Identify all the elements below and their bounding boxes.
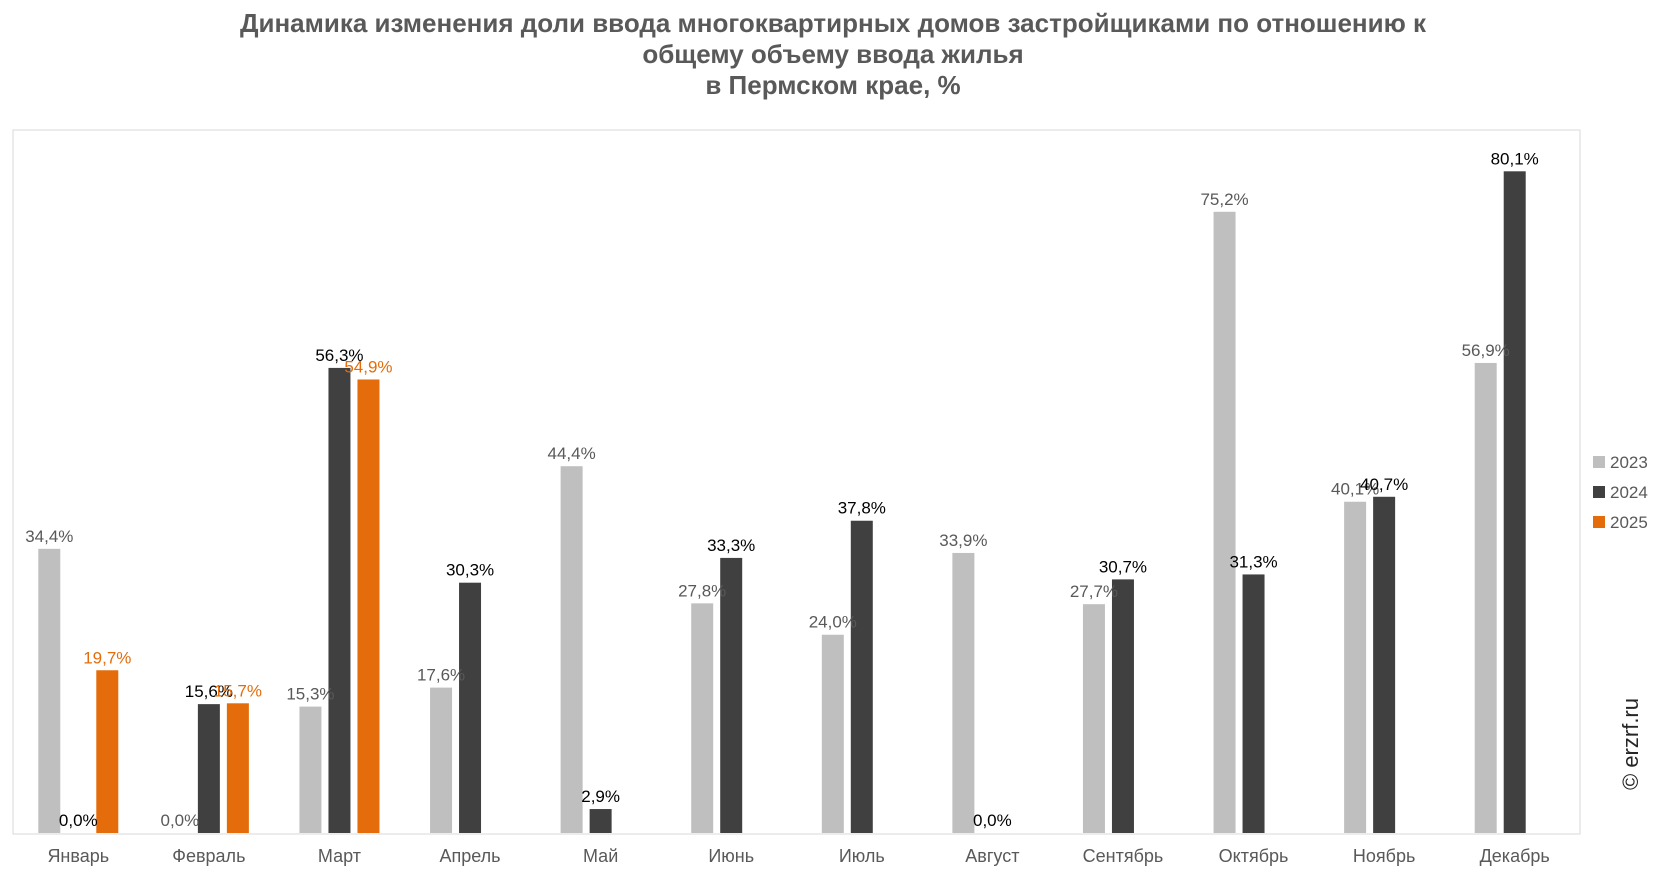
data-label-2023: 44,4%: [548, 444, 596, 463]
data-label-2023: 40,1%: [1331, 480, 1379, 499]
bar-2024: [328, 367, 351, 833]
bar-2024: [459, 582, 482, 833]
data-label-2024: 30,7%: [1099, 557, 1147, 576]
copyright-text: © erzrf.ru: [1618, 698, 1643, 790]
data-label-2023: 24,0%: [809, 613, 857, 632]
chart-title-line-2: общему объему ввода жилья: [642, 39, 1024, 69]
data-label-2023: 27,8%: [678, 581, 726, 600]
data-label-2024: 33,3%: [707, 536, 755, 555]
bar-2023: [560, 466, 583, 833]
bar-2025: [96, 670, 119, 833]
legend-swatch-2024: [1593, 486, 1605, 498]
legend-label-2024: 2024: [1610, 483, 1648, 502]
bar-2023: [1344, 501, 1367, 833]
chart-title-line-3: в Пермском крае, %: [705, 70, 961, 100]
x-tick-label: Май: [583, 846, 618, 866]
bar-2024: [720, 557, 743, 833]
x-tick-label: Ноябрь: [1353, 846, 1415, 866]
data-label-2023: 17,6%: [417, 666, 465, 685]
bar-2023: [1082, 604, 1105, 833]
data-label-2023: 75,2%: [1200, 190, 1248, 209]
x-tick-label: Декабрь: [1480, 846, 1550, 866]
data-label-2024: 2,9%: [581, 787, 620, 806]
x-tick-label: Июнь: [708, 846, 754, 866]
bar-2024: [197, 704, 220, 833]
bar-2023: [1213, 211, 1236, 834]
data-label-2024: 37,8%: [838, 499, 886, 518]
bar-2024: [850, 520, 873, 833]
bar-2023: [430, 687, 453, 833]
data-label-2025: 19,7%: [83, 648, 131, 667]
data-label-2025: 15,7%: [214, 681, 262, 700]
legend-swatch-2025: [1593, 516, 1605, 528]
bar-2024: [589, 809, 612, 833]
data-label-2023: 33,9%: [939, 531, 987, 550]
bar-2023: [38, 548, 61, 833]
data-label-2024: 40,7%: [1360, 475, 1408, 494]
x-tick-label: Сентябрь: [1083, 846, 1164, 866]
legend-label-2025: 2025: [1610, 513, 1648, 532]
x-tick-label: Апрель: [440, 846, 501, 866]
data-label-2025: 54,9%: [344, 357, 392, 376]
data-label-2024: 0,0%: [59, 811, 98, 830]
bar-2024: [1373, 496, 1396, 833]
bar-2023: [821, 634, 844, 833]
legend-swatch-2023: [1593, 456, 1605, 468]
bar-2025: [357, 379, 380, 833]
x-tick-label: Февраль: [172, 846, 245, 866]
bar-2024: [1242, 574, 1265, 833]
bar-2025: [226, 703, 249, 833]
chart-title-line-1: Динамика изменения доли ввода многокварт…: [239, 8, 1427, 38]
data-label-2024: 56,3%: [315, 346, 363, 365]
bar-2023: [1474, 362, 1497, 833]
bar-2023: [299, 706, 322, 833]
x-tick-label: Октябрь: [1219, 846, 1289, 866]
bar-2024: [1503, 171, 1526, 834]
data-label-2023: 34,4%: [25, 527, 73, 546]
bar-2024: [1111, 579, 1134, 833]
x-tick-label: Март: [318, 846, 361, 866]
chart-title: Динамика изменения доли ввода многокварт…: [0, 8, 1666, 101]
data-label-2024: 31,3%: [1229, 552, 1277, 571]
data-label-2023: 56,9%: [1462, 341, 1510, 360]
bar-2023: [952, 552, 975, 833]
legend-label-2023: 2023: [1610, 453, 1648, 472]
data-label-2023: 15,3%: [286, 685, 334, 704]
x-tick-label: Январь: [47, 846, 109, 866]
bar-2023: [691, 603, 714, 833]
data-label-2024: 30,3%: [446, 561, 494, 580]
plot-area: [12, 129, 1581, 835]
data-label-2024: 15,6%: [185, 682, 233, 701]
data-label-2023: 27,7%: [1070, 582, 1118, 601]
data-label-2023: 0,0%: [161, 811, 200, 830]
data-label-2024: 80,1%: [1491, 149, 1539, 168]
x-tick-label: Июль: [839, 846, 885, 866]
data-label-2024: 0,0%: [973, 811, 1012, 830]
x-tick-label: Август: [965, 846, 1019, 866]
